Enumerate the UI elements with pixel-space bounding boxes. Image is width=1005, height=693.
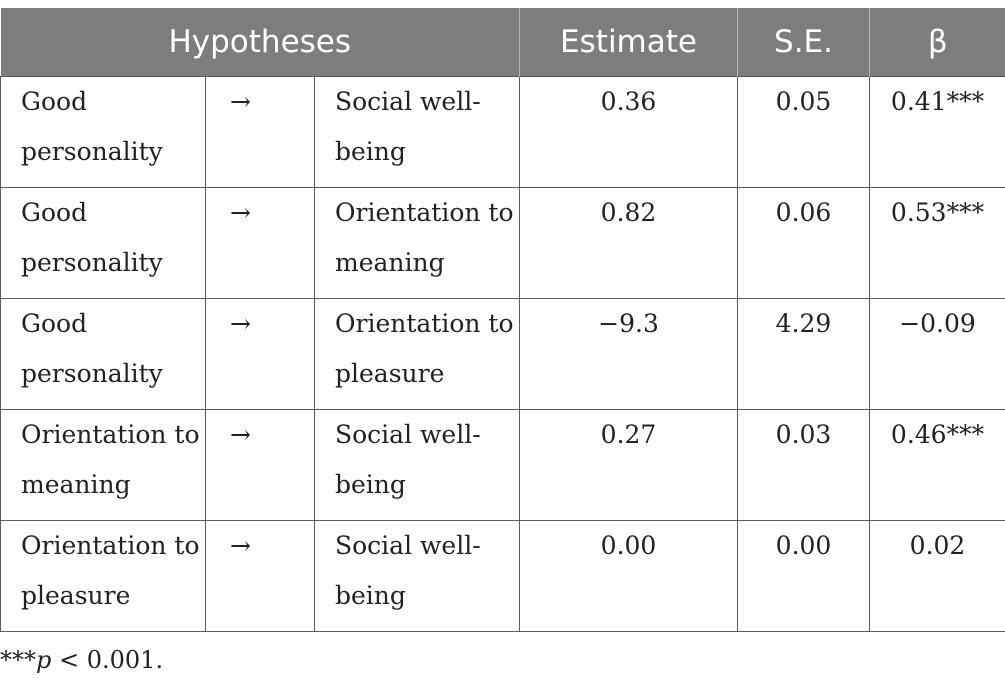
cell-to: Orientation to pleasure <box>313 298 521 410</box>
header-hypotheses: Hypotheses <box>0 8 520 77</box>
cell-to: Social well-being <box>313 76 521 188</box>
cell-se: 0.03 <box>737 409 871 521</box>
header-se: S.E. <box>737 8 870 77</box>
cell-se: 0.05 <box>737 76 871 188</box>
cell-from: Orientation to meaning <box>0 409 206 521</box>
cell-arrow: → <box>205 76 315 188</box>
table-row: Good personality → Social well-being 0.3… <box>0 76 1005 188</box>
cell-from: Good personality <box>0 187 206 299</box>
significance-footnote: ***p < 0.001. <box>0 646 163 674</box>
header-estimate: Estimate <box>519 8 738 77</box>
cell-arrow: → <box>205 409 315 521</box>
cell-se: 0.00 <box>737 520 871 632</box>
table-row: Good personality → Orientation to meanin… <box>0 187 1005 299</box>
cell-beta: 0.46*** <box>869 409 1005 521</box>
header-row: Hypotheses Estimate S.E. β <box>0 8 1005 77</box>
cell-estimate: 0.27 <box>519 409 739 521</box>
cell-estimate: 0.82 <box>519 187 739 299</box>
footnote-threshold: < 0.001. <box>51 646 164 674</box>
table-row: Good personality → Orientation to pleasu… <box>0 298 1005 410</box>
cell-beta: 0.41*** <box>869 76 1005 188</box>
cell-arrow: → <box>205 187 315 299</box>
cell-se: 4.29 <box>737 298 871 410</box>
cell-to: Social well-being <box>313 520 521 632</box>
hypotheses-table: Hypotheses Estimate S.E. β Good personal… <box>0 8 1005 632</box>
cell-from: Orientation to pleasure <box>0 520 206 632</box>
table-row: Orientation to meaning → Social well-bei… <box>0 409 1005 521</box>
cell-beta: 0.02 <box>869 520 1005 632</box>
cell-estimate: −9.3 <box>519 298 739 410</box>
footnote-p: p <box>36 646 52 674</box>
cell-estimate: 0.36 <box>519 76 739 188</box>
cell-se: 0.06 <box>737 187 871 299</box>
cell-from: Good personality <box>0 76 206 188</box>
cell-beta: 0.53*** <box>869 187 1005 299</box>
table-row: Orientation to pleasure → Social well-be… <box>0 520 1005 632</box>
cell-to: Social well-being <box>313 409 521 521</box>
cell-from: Good personality <box>0 298 206 410</box>
cell-arrow: → <box>205 298 315 410</box>
cell-beta: −0.09 <box>869 298 1005 410</box>
cell-arrow: → <box>205 520 315 632</box>
cell-to: Orientation to meaning <box>313 187 521 299</box>
cell-estimate: 0.00 <box>519 520 739 632</box>
footnote-stars: *** <box>0 646 36 674</box>
header-beta: β <box>869 8 1005 77</box>
